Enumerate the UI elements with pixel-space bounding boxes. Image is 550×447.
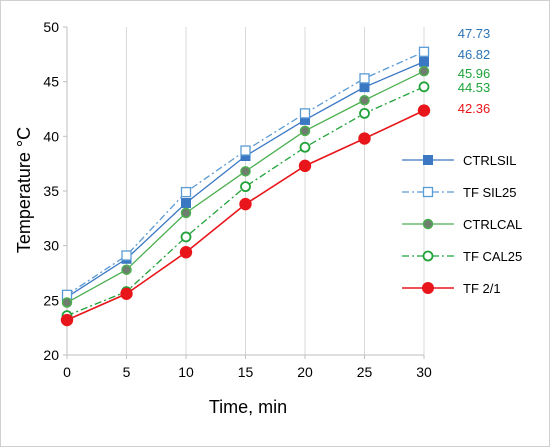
legend-item: TF CAL25 bbox=[402, 249, 522, 264]
data-point bbox=[180, 207, 192, 219]
end-value-label: 42.36 bbox=[458, 101, 491, 116]
data-point bbox=[418, 46, 430, 57]
legend-marker bbox=[422, 218, 434, 230]
data-point bbox=[299, 141, 311, 153]
data-point bbox=[240, 166, 251, 177]
y-tick-label: 20 bbox=[43, 347, 59, 363]
data-point bbox=[299, 125, 311, 137]
series-ctrlcal bbox=[61, 65, 430, 308]
y-tick-label: 50 bbox=[43, 19, 59, 35]
data-point bbox=[417, 104, 431, 117]
series-tf-2-1 bbox=[60, 104, 431, 327]
x-tick-label: 30 bbox=[416, 364, 432, 380]
x-tick-label: 15 bbox=[238, 364, 254, 380]
legend: CTRLSIL TF SIL25 CTRLCAL TF CAL25 TF 2/1 bbox=[402, 153, 522, 296]
data-point bbox=[240, 181, 251, 193]
end-value-label: 45.96 bbox=[458, 66, 491, 81]
y-axis-title: Temperature °C bbox=[14, 127, 34, 253]
data-point bbox=[61, 297, 73, 308]
legend-item: TF SIL25 bbox=[402, 185, 516, 200]
data-point bbox=[418, 81, 430, 93]
x-tick-label: 20 bbox=[297, 364, 313, 380]
legend-label: TF 2/1 bbox=[463, 281, 501, 296]
data-point bbox=[419, 56, 429, 67]
data-point bbox=[359, 73, 370, 84]
y-tick-label: 35 bbox=[43, 183, 59, 199]
data-point bbox=[359, 82, 370, 93]
data-point bbox=[180, 186, 192, 198]
data-point bbox=[121, 264, 132, 275]
data-point bbox=[121, 250, 132, 261]
y-tick-label: 30 bbox=[43, 238, 59, 254]
y-tick-label: 25 bbox=[43, 292, 59, 308]
x-tick-label: 10 bbox=[178, 364, 194, 380]
data-point bbox=[298, 159, 312, 173]
legend-marker bbox=[422, 186, 434, 198]
data-point bbox=[418, 65, 430, 77]
x-tick-label: 0 bbox=[63, 364, 71, 380]
data-point bbox=[239, 197, 252, 211]
data-point bbox=[181, 198, 191, 209]
x-axis-title: Time, min bbox=[209, 397, 287, 417]
data-point bbox=[179, 246, 193, 259]
end-value-label: 47.73 bbox=[458, 26, 491, 41]
data-point bbox=[240, 145, 251, 156]
legend-marker bbox=[422, 282, 434, 294]
data-point bbox=[299, 108, 311, 119]
data-point bbox=[359, 95, 370, 106]
y-tick-label: 45 bbox=[43, 74, 59, 90]
data-point bbox=[60, 313, 74, 327]
y-tick-label: 40 bbox=[43, 128, 59, 144]
legend-marker bbox=[422, 250, 434, 262]
end-value-label: 46.82 bbox=[458, 47, 491, 62]
legend-label: CTRLSIL bbox=[463, 153, 516, 168]
series-tf-sil25 bbox=[61, 46, 430, 301]
x-tick-label: 25 bbox=[357, 364, 373, 380]
legend-label: TF SIL25 bbox=[463, 185, 516, 200]
legend-item: TF 2/1 bbox=[402, 281, 501, 296]
data-point bbox=[120, 287, 133, 300]
legend-item: CTRLSIL bbox=[402, 153, 516, 168]
legend-label: CTRLCAL bbox=[463, 217, 522, 232]
data-point bbox=[180, 231, 192, 243]
series-group bbox=[60, 46, 431, 327]
data-point bbox=[358, 132, 371, 145]
legend-marker bbox=[423, 155, 433, 165]
data-point bbox=[359, 107, 370, 119]
end-value-label: 44.53 bbox=[458, 80, 491, 95]
x-tick-label: 5 bbox=[123, 364, 131, 380]
legend-item: CTRLCAL bbox=[402, 217, 522, 232]
legend-label: TF CAL25 bbox=[463, 249, 522, 264]
